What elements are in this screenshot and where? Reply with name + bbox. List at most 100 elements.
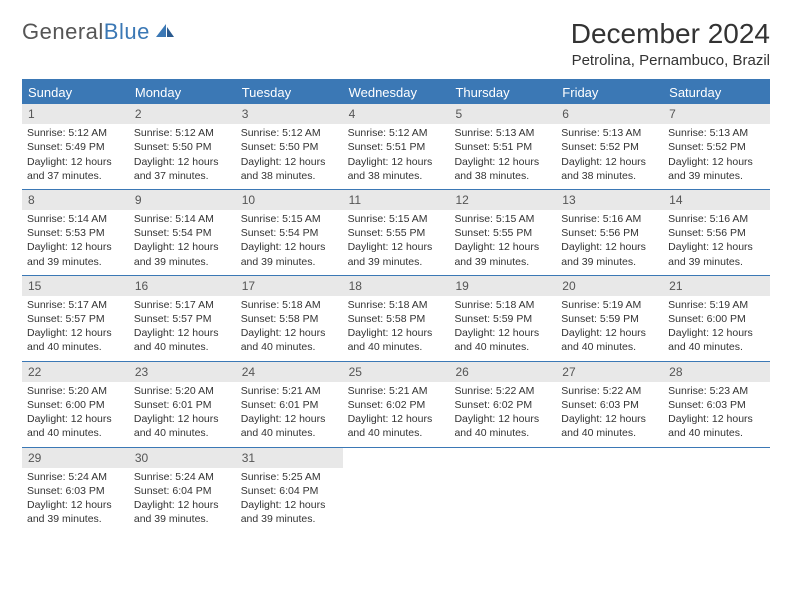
- day-cell: 4Sunrise: 5:12 AMSunset: 5:51 PMDaylight…: [343, 104, 450, 189]
- calendar: SundayMondayTuesdayWednesdayThursdayFrid…: [22, 79, 770, 532]
- day-number: 21: [663, 276, 770, 296]
- day-number: 20: [556, 276, 663, 296]
- day-cell: .: [343, 448, 450, 533]
- day-details: Sunrise: 5:13 AMSunset: 5:52 PMDaylight:…: [556, 126, 663, 183]
- day-details: Sunrise: 5:12 AMSunset: 5:50 PMDaylight:…: [129, 126, 236, 183]
- day-details: Sunrise: 5:23 AMSunset: 6:03 PMDaylight:…: [663, 384, 770, 441]
- logo: GeneralBlue: [22, 18, 176, 46]
- day-details: Sunrise: 5:16 AMSunset: 5:56 PMDaylight:…: [663, 212, 770, 269]
- day-cell: 19Sunrise: 5:18 AMSunset: 5:59 PMDayligh…: [449, 276, 556, 361]
- week-row: 1Sunrise: 5:12 AMSunset: 5:49 PMDaylight…: [22, 104, 770, 190]
- day-details: Sunrise: 5:13 AMSunset: 5:51 PMDaylight:…: [449, 126, 556, 183]
- day-details: Sunrise: 5:22 AMSunset: 6:02 PMDaylight:…: [449, 384, 556, 441]
- day-cell: 12Sunrise: 5:15 AMSunset: 5:55 PMDayligh…: [449, 190, 556, 275]
- day-number: 19: [449, 276, 556, 296]
- day-cell: 11Sunrise: 5:15 AMSunset: 5:55 PMDayligh…: [343, 190, 450, 275]
- day-number: 24: [236, 362, 343, 382]
- day-number: 10: [236, 190, 343, 210]
- day-cell: 8Sunrise: 5:14 AMSunset: 5:53 PMDaylight…: [22, 190, 129, 275]
- day-cell: 15Sunrise: 5:17 AMSunset: 5:57 PMDayligh…: [22, 276, 129, 361]
- weekday-header: Monday: [129, 81, 236, 104]
- day-cell: 10Sunrise: 5:15 AMSunset: 5:54 PMDayligh…: [236, 190, 343, 275]
- day-details: Sunrise: 5:19 AMSunset: 5:59 PMDaylight:…: [556, 298, 663, 355]
- day-number: 28: [663, 362, 770, 382]
- day-cell: 27Sunrise: 5:22 AMSunset: 6:03 PMDayligh…: [556, 362, 663, 447]
- day-cell: .: [663, 448, 770, 533]
- day-cell: .: [556, 448, 663, 533]
- day-cell: 24Sunrise: 5:21 AMSunset: 6:01 PMDayligh…: [236, 362, 343, 447]
- weekday-header: Wednesday: [343, 81, 450, 104]
- day-cell: 21Sunrise: 5:19 AMSunset: 6:00 PMDayligh…: [663, 276, 770, 361]
- day-details: Sunrise: 5:12 AMSunset: 5:50 PMDaylight:…: [236, 126, 343, 183]
- day-cell: 30Sunrise: 5:24 AMSunset: 6:04 PMDayligh…: [129, 448, 236, 533]
- day-number: 6: [556, 104, 663, 124]
- day-number: 23: [129, 362, 236, 382]
- day-details: Sunrise: 5:17 AMSunset: 5:57 PMDaylight:…: [22, 298, 129, 355]
- location: Petrolina, Pernambuco, Brazil: [571, 52, 770, 69]
- day-cell: 3Sunrise: 5:12 AMSunset: 5:50 PMDaylight…: [236, 104, 343, 189]
- day-cell: 18Sunrise: 5:18 AMSunset: 5:58 PMDayligh…: [343, 276, 450, 361]
- day-cell: 7Sunrise: 5:13 AMSunset: 5:52 PMDaylight…: [663, 104, 770, 189]
- day-cell: .: [449, 448, 556, 533]
- day-number: 27: [556, 362, 663, 382]
- day-number: 18: [343, 276, 450, 296]
- day-number: 9: [129, 190, 236, 210]
- day-details: Sunrise: 5:21 AMSunset: 6:01 PMDaylight:…: [236, 384, 343, 441]
- day-cell: 31Sunrise: 5:25 AMSunset: 6:04 PMDayligh…: [236, 448, 343, 533]
- day-details: Sunrise: 5:15 AMSunset: 5:55 PMDaylight:…: [449, 212, 556, 269]
- day-details: Sunrise: 5:14 AMSunset: 5:54 PMDaylight:…: [129, 212, 236, 269]
- day-details: Sunrise: 5:13 AMSunset: 5:52 PMDaylight:…: [663, 126, 770, 183]
- day-details: Sunrise: 5:18 AMSunset: 5:58 PMDaylight:…: [343, 298, 450, 355]
- day-cell: 26Sunrise: 5:22 AMSunset: 6:02 PMDayligh…: [449, 362, 556, 447]
- day-cell: 1Sunrise: 5:12 AMSunset: 5:49 PMDaylight…: [22, 104, 129, 189]
- day-number: 15: [22, 276, 129, 296]
- day-details: Sunrise: 5:18 AMSunset: 5:59 PMDaylight:…: [449, 298, 556, 355]
- title-block: December 2024 Petrolina, Pernambuco, Bra…: [571, 18, 770, 73]
- day-details: Sunrise: 5:25 AMSunset: 6:04 PMDaylight:…: [236, 470, 343, 527]
- day-details: Sunrise: 5:24 AMSunset: 6:03 PMDaylight:…: [22, 470, 129, 527]
- day-number: 14: [663, 190, 770, 210]
- day-number: 4: [343, 104, 450, 124]
- day-number: 3: [236, 104, 343, 124]
- day-number: 16: [129, 276, 236, 296]
- day-details: Sunrise: 5:20 AMSunset: 6:01 PMDaylight:…: [129, 384, 236, 441]
- weekday-header-row: SundayMondayTuesdayWednesdayThursdayFrid…: [22, 81, 770, 104]
- day-cell: 28Sunrise: 5:23 AMSunset: 6:03 PMDayligh…: [663, 362, 770, 447]
- day-number: 5: [449, 104, 556, 124]
- day-details: Sunrise: 5:20 AMSunset: 6:00 PMDaylight:…: [22, 384, 129, 441]
- day-cell: 20Sunrise: 5:19 AMSunset: 5:59 PMDayligh…: [556, 276, 663, 361]
- day-details: Sunrise: 5:15 AMSunset: 5:55 PMDaylight:…: [343, 212, 450, 269]
- day-cell: 29Sunrise: 5:24 AMSunset: 6:03 PMDayligh…: [22, 448, 129, 533]
- day-number: 1: [22, 104, 129, 124]
- month-title: December 2024: [571, 18, 770, 50]
- day-cell: 9Sunrise: 5:14 AMSunset: 5:54 PMDaylight…: [129, 190, 236, 275]
- day-number: 31: [236, 448, 343, 468]
- week-row: 22Sunrise: 5:20 AMSunset: 6:00 PMDayligh…: [22, 362, 770, 448]
- day-number: 12: [449, 190, 556, 210]
- day-number: 13: [556, 190, 663, 210]
- day-details: Sunrise: 5:24 AMSunset: 6:04 PMDaylight:…: [129, 470, 236, 527]
- week-row: 29Sunrise: 5:24 AMSunset: 6:03 PMDayligh…: [22, 448, 770, 533]
- sail-icon: [154, 20, 176, 46]
- day-number: 11: [343, 190, 450, 210]
- day-details: Sunrise: 5:12 AMSunset: 5:51 PMDaylight:…: [343, 126, 450, 183]
- week-row: 8Sunrise: 5:14 AMSunset: 5:53 PMDaylight…: [22, 190, 770, 276]
- day-details: Sunrise: 5:18 AMSunset: 5:58 PMDaylight:…: [236, 298, 343, 355]
- day-details: Sunrise: 5:17 AMSunset: 5:57 PMDaylight:…: [129, 298, 236, 355]
- day-number: 17: [236, 276, 343, 296]
- day-cell: 5Sunrise: 5:13 AMSunset: 5:51 PMDaylight…: [449, 104, 556, 189]
- day-number: 8: [22, 190, 129, 210]
- week-row: 15Sunrise: 5:17 AMSunset: 5:57 PMDayligh…: [22, 276, 770, 362]
- day-number: 29: [22, 448, 129, 468]
- weekday-header: Saturday: [663, 81, 770, 104]
- day-cell: 2Sunrise: 5:12 AMSunset: 5:50 PMDaylight…: [129, 104, 236, 189]
- day-cell: 22Sunrise: 5:20 AMSunset: 6:00 PMDayligh…: [22, 362, 129, 447]
- day-number: 7: [663, 104, 770, 124]
- day-details: Sunrise: 5:14 AMSunset: 5:53 PMDaylight:…: [22, 212, 129, 269]
- day-cell: 25Sunrise: 5:21 AMSunset: 6:02 PMDayligh…: [343, 362, 450, 447]
- day-details: Sunrise: 5:12 AMSunset: 5:49 PMDaylight:…: [22, 126, 129, 183]
- day-cell: 23Sunrise: 5:20 AMSunset: 6:01 PMDayligh…: [129, 362, 236, 447]
- day-cell: 13Sunrise: 5:16 AMSunset: 5:56 PMDayligh…: [556, 190, 663, 275]
- weekday-header: Thursday: [449, 81, 556, 104]
- day-details: Sunrise: 5:21 AMSunset: 6:02 PMDaylight:…: [343, 384, 450, 441]
